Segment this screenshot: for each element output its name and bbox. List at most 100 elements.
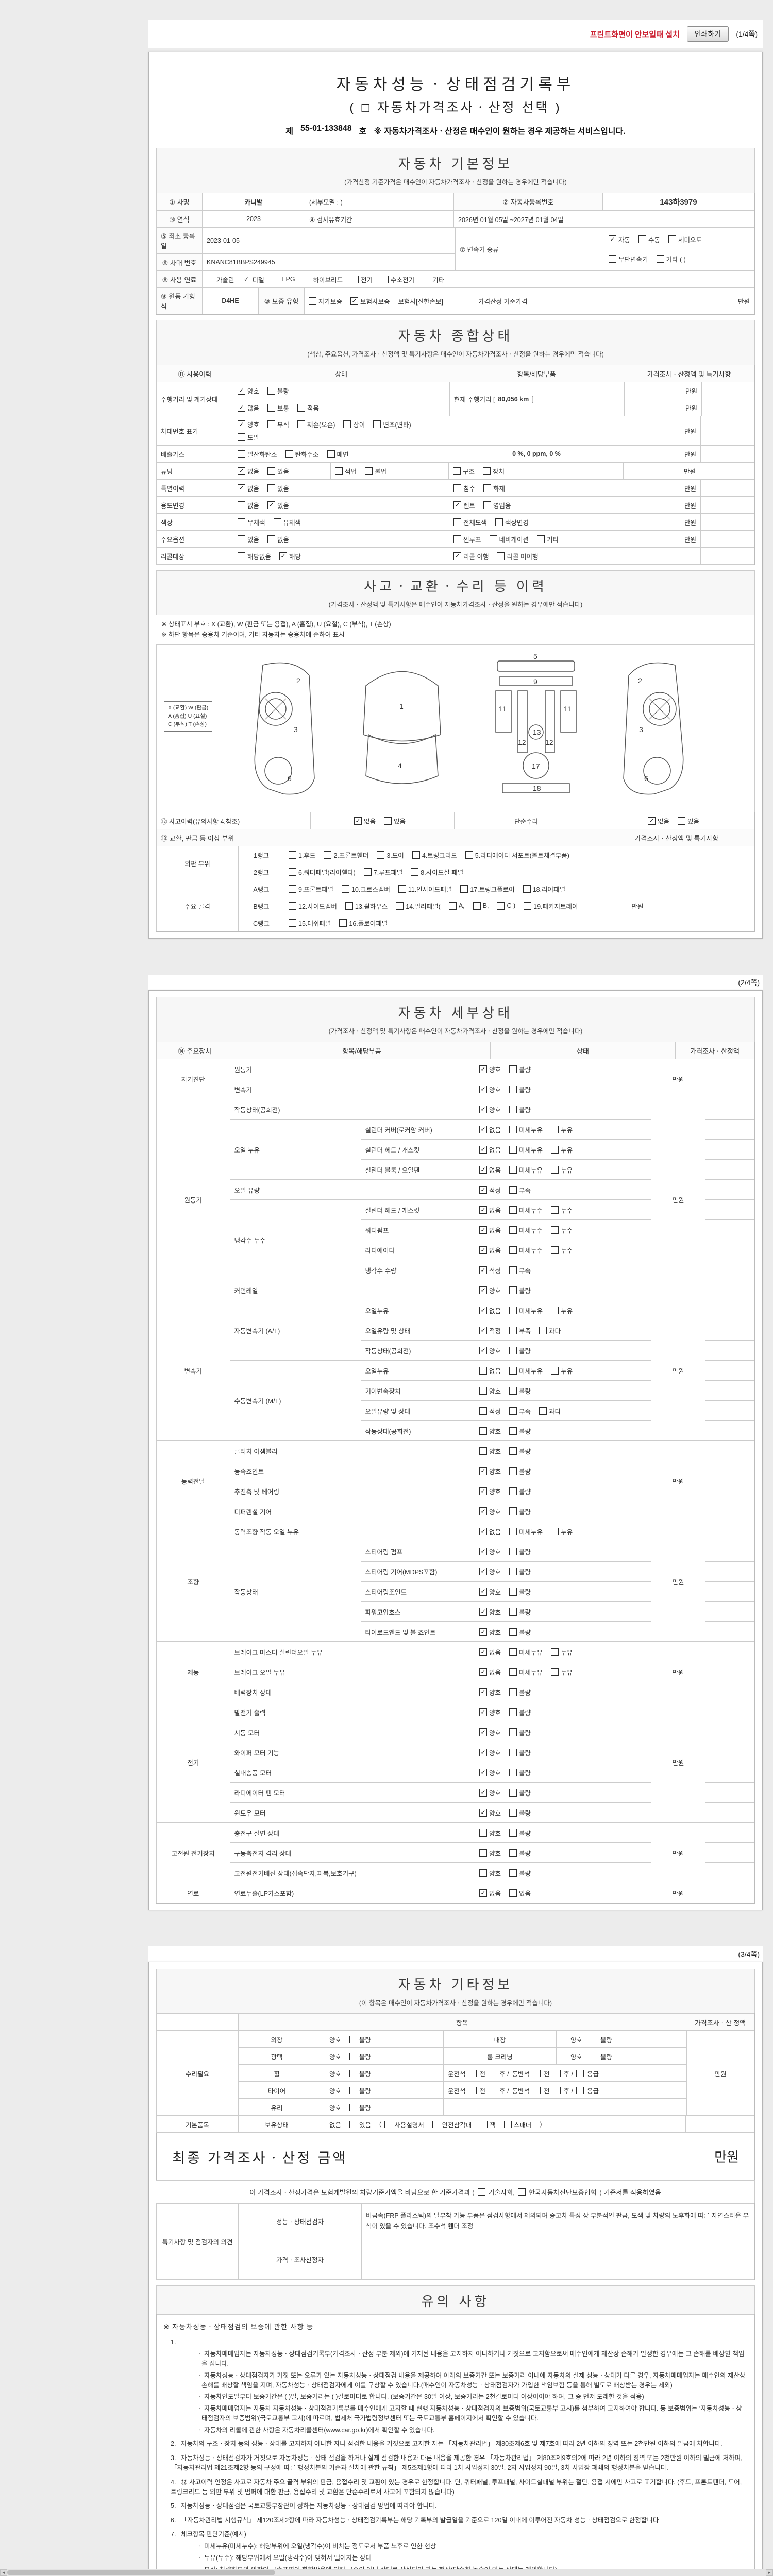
check-option: 13.휠하우스 <box>345 901 388 911</box>
table-cell: 제동 <box>156 1641 230 1702</box>
print-button[interactable]: 인쇄하기 <box>686 26 729 42</box>
table-row <box>704 1561 754 1582</box>
table-cell: 있음 없음 <box>233 530 449 548</box>
check-option-label: 과다 <box>549 1408 561 1415</box>
table-row: ✓ 없음 미세누유 누유 <box>475 1662 652 1682</box>
table-cell: ✓ 양호 불량 <box>475 1501 652 1521</box>
check-option-label: 불량 <box>519 1347 531 1355</box>
table-row <box>704 1762 754 1783</box>
check-option-label: 19.패키지트레이 <box>533 903 578 910</box>
table-cell: ✓ 없음 있음 <box>233 462 331 480</box>
table-cell: ✓ 양호 불량 <box>233 382 450 399</box>
car-diagram-area: X (교환) W (판금) A (흠집) U (요철) C (부식) T (손상) 2… <box>156 644 755 812</box>
checkbox-unchecked <box>339 919 347 927</box>
scroll-left-arrow[interactable]: ◄ <box>0 2569 7 2576</box>
table-cell: 양호 불량 <box>475 1420 652 1441</box>
table-cell: ✓ 양호 불량 <box>475 1541 652 1562</box>
check-option-label: 미세누유 <box>519 1166 543 1174</box>
check-option: 영업용 <box>483 500 511 510</box>
check-option: C ) <box>497 902 515 910</box>
table-cell: 고전원전기배선 상태(접속단자,피복,보호기구) <box>229 1862 476 1883</box>
scrollbar-thumb[interactable] <box>7 2570 275 2575</box>
table-cell: 특기사항 및 점검자의 의견 <box>156 2203 239 2280</box>
checkbox-unchecked <box>509 1185 517 1194</box>
section-title: 자동차 세부상태 <box>398 1005 513 1021</box>
price-basis-line: 이 가격조사ㆍ산정가격은 보험개발원의 차량기준가액을 바탕으로 한 기준가격과… <box>156 2180 755 2204</box>
check-option-label: 없음 <box>657 818 669 825</box>
check-option-label: 전기 <box>361 276 373 284</box>
table-row: 색상 무채색 유채색 전체도색 색상변경 만원 <box>156 513 754 531</box>
table-row <box>704 1883 754 1903</box>
table-row: 2랭크 6.쿼터패널(리어휀다) 7.루프패널 8.사이드실 패널 <box>238 863 599 880</box>
checkbox-unchecked <box>423 275 431 283</box>
table-row <box>704 1420 754 1441</box>
checkbox-unchecked <box>509 1165 517 1174</box>
check-option: ✓ 적정 <box>479 1185 501 1195</box>
check-option-label: 11.인사이드패널 <box>408 886 452 893</box>
table-cell: A랭크 <box>238 880 284 897</box>
check-option-label: 탄화수소 <box>295 451 319 459</box>
checkbox-unchecked <box>377 851 385 859</box>
check-option-label: 보통 <box>277 404 290 412</box>
check-option: ✓ 양호 <box>238 419 259 429</box>
table-cell: ✓ 양호 불량 <box>475 1802 652 1823</box>
horizontal-scrollbar[interactable]: ◄ ► <box>0 2569 773 2576</box>
check-option-label: 불량 <box>359 2104 372 2112</box>
check-option: 불량 <box>509 1748 531 1757</box>
checkbox-checked: ✓ <box>453 501 461 509</box>
check-option-label: 있음 <box>519 1890 531 1897</box>
checkbox-unchecked <box>327 450 335 458</box>
table-cell <box>704 1079 754 1099</box>
checkbox-unchecked <box>509 1065 517 1073</box>
checkbox-unchecked <box>267 467 276 475</box>
check-option-label: 불량 <box>519 1086 531 1094</box>
check-option-label: 없음 <box>247 485 260 493</box>
checkbox-unchecked <box>591 2035 599 2043</box>
checkbox-unchecked <box>517 2188 526 2196</box>
check-option: 미세누유 <box>509 1366 543 1376</box>
table-cell: 실린더 커버(로커암 커버) <box>360 1119 476 1140</box>
table-cell: 시동 모터 <box>229 1722 476 1742</box>
table-cell: 라디에이터 <box>360 1240 476 1260</box>
table-row: C랭크 15.대쉬패널 16.플로어패널 <box>238 914 599 931</box>
table-cell: 스티어링조인트 <box>360 1581 476 1602</box>
checkbox-checked: ✓ <box>609 235 616 243</box>
check-option-label: 도말 <box>247 434 260 442</box>
table-cell: ⑨ 원동 기형식 <box>156 287 203 314</box>
table-row <box>704 1641 754 1662</box>
doc-subtitle: ( □ 자동차가격조사ㆍ산정 선택 ) <box>349 100 562 115</box>
table-row <box>704 1581 754 1602</box>
check-option-label: 없음 <box>277 536 290 544</box>
checkbox-unchecked <box>289 868 296 876</box>
table-cell: ✓ 적정 부족 <box>475 1260 652 1280</box>
final-price-row: 최종 가격조사ㆍ산정 금액 만원 <box>156 2133 755 2181</box>
table-row: ✓ 없음 미세누유 누유 <box>475 1159 652 1180</box>
check-option: 있음 <box>267 483 289 493</box>
scroll-right-arrow[interactable]: ► <box>766 2569 773 2576</box>
checkbox-unchecked <box>509 1085 517 1093</box>
check-option-label: 부족 <box>519 1408 531 1415</box>
page-marker-3: (3/4쪽) <box>738 1950 760 1958</box>
checkbox-unchecked <box>349 2035 358 2043</box>
checkbox-unchecked <box>551 1125 559 1133</box>
checkbox-unchecked <box>453 467 461 475</box>
check-option-label: 변조(변타) <box>383 421 411 429</box>
check-option: ✓ 적정 <box>479 1265 501 1275</box>
table-row <box>704 1682 754 1702</box>
table-cell: 라디에이터 팬 모터 <box>229 1782 476 1803</box>
table-cell <box>704 1662 754 1682</box>
checkbox-unchecked <box>509 1788 517 1797</box>
doc-number-line: 제 55-01-133848 호 ※ 자동차가격조사ㆍ산정은 매수인이 원하는 … <box>156 124 755 137</box>
check-option-label: 누유 <box>561 1669 573 1676</box>
check-option-label: 없음 <box>489 1126 501 1134</box>
check-option: ✓ 양호 <box>238 386 259 396</box>
check-option: 적정 <box>479 1406 501 1416</box>
check-option-label: 적정 <box>489 1408 501 1415</box>
table-row: 스티어링 펌프 <box>360 1541 476 1562</box>
table-cell: 만원 <box>651 1300 705 1441</box>
check-option: ✓ 양호 <box>479 1346 501 1355</box>
section-accident-history: 사고ㆍ교환ㆍ수리 등 이력 (가격조사ㆍ산정액 및 특기사항은 매수인이 자동차가… <box>156 570 755 932</box>
checkbox-unchecked <box>551 1206 559 1214</box>
checkbox-unchecked <box>238 518 245 526</box>
check-option-label: 불량 <box>519 1066 531 1074</box>
